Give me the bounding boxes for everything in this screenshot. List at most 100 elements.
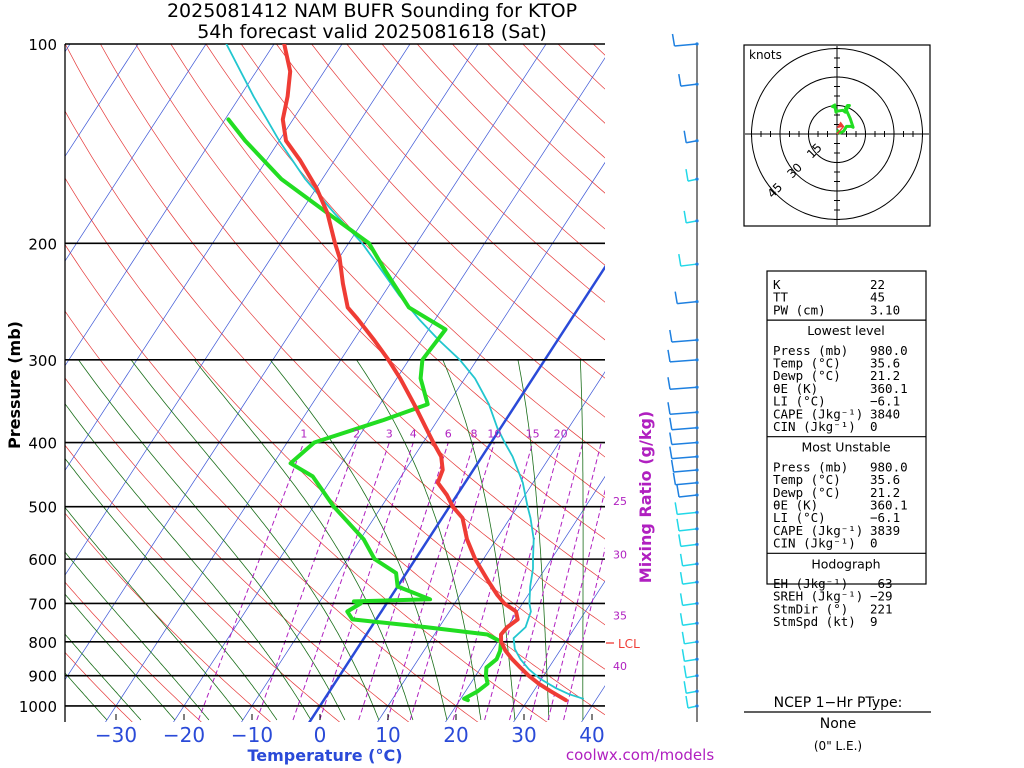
index-label: CAPE (Jkg⁻¹) xyxy=(773,523,863,538)
dry-adiabat xyxy=(452,44,605,194)
wind-barb-dot xyxy=(695,527,699,531)
hodograph-trace-line xyxy=(830,103,855,135)
moist-adiabat xyxy=(65,672,108,721)
index-label: Press (mb) xyxy=(773,459,848,474)
wind-barb-flag xyxy=(679,613,684,626)
index-value: 360.1 xyxy=(870,381,908,396)
wind-barb-shaft xyxy=(684,641,698,645)
ptype-box: NCEP 1−Hr PType: None (0" L.E.) xyxy=(744,695,931,753)
isotherm xyxy=(65,44,275,367)
wind-barb-shaft xyxy=(686,220,698,224)
index-label: Temp (°C) xyxy=(773,472,841,487)
wind-barb-dot xyxy=(695,426,699,430)
ptype-header: NCEP 1−Hr PType: xyxy=(774,695,903,711)
pressure-tick-label: 800 xyxy=(28,634,57,652)
mixing-ratio-label: 4 xyxy=(410,428,417,441)
wind-barb-flag xyxy=(685,695,689,709)
dry-adiabat xyxy=(416,44,605,230)
wind-barb-flag xyxy=(669,417,673,430)
temperature-tick-label: 20 xyxy=(443,723,468,747)
index-value: 35.6 xyxy=(870,356,900,371)
dry-adiabat xyxy=(1016,44,1024,723)
ptype-value: None xyxy=(820,716,857,732)
hodograph-trace xyxy=(830,103,855,135)
wind-barb-dot xyxy=(695,139,699,143)
dry-adiabat xyxy=(65,581,202,722)
moist-adiabat xyxy=(442,359,516,721)
index-label: StmDir (°) xyxy=(773,601,848,616)
wind-barb-shaft xyxy=(675,481,698,486)
wind-barb-dot xyxy=(695,454,699,459)
wind-barb-flag xyxy=(681,631,686,644)
mixing-ratio-line xyxy=(319,442,414,721)
index-label: CIN (Jkg⁻¹) xyxy=(773,419,856,434)
mixing-ratio-line xyxy=(256,442,358,721)
index-label: Press (mb) xyxy=(773,343,848,358)
wind-barb-shaft xyxy=(682,622,698,627)
wind-barb-shaft xyxy=(682,581,698,585)
mixing-ratio-line xyxy=(197,442,305,721)
wind-barb-shaft xyxy=(669,411,698,416)
indices-section-header: Hodograph xyxy=(811,556,880,571)
dry-adiabat xyxy=(100,44,605,582)
indices-section-header: Most Unstable xyxy=(801,440,890,455)
wind-barb-dot xyxy=(695,562,699,566)
dry-adiabat xyxy=(65,110,605,670)
ptype-note: (0" L.E.) xyxy=(814,739,862,753)
moist-adiabat xyxy=(65,551,210,721)
mixing-ratio-labels: 1 2 3 4 6 8 10 15 20 25 30 35 40 xyxy=(300,428,627,673)
temperature-tick-label: −10 xyxy=(231,723,273,747)
moist-adiabat xyxy=(65,593,176,721)
wind-barb-flag xyxy=(679,593,684,606)
mixing-ratio-label: 30 xyxy=(613,548,627,561)
dry-adiabat xyxy=(276,44,605,379)
mixing-ratio-label: 35 xyxy=(613,609,627,622)
pressure-tick-label: 300 xyxy=(28,352,57,370)
isotherm xyxy=(65,44,207,262)
wind-barb-shaft xyxy=(671,427,698,431)
wind-barb-dot xyxy=(695,440,699,445)
moist-adiabat xyxy=(65,633,142,721)
dry-adiabat xyxy=(205,44,605,458)
background-lines xyxy=(65,44,1024,723)
index-value: 22 xyxy=(870,277,885,292)
isotherm xyxy=(513,580,605,722)
index-value: 3.10 xyxy=(870,302,900,317)
mixing-ratio-label: 20 xyxy=(554,428,568,441)
dry-adiabat xyxy=(65,512,271,722)
index-value: 221 xyxy=(870,601,893,616)
index-label: θE (K) xyxy=(773,498,818,513)
dry-adiabat xyxy=(170,44,605,498)
isotherm xyxy=(445,475,605,722)
index-label: Dewp (°C) xyxy=(773,485,841,500)
mixing-ratio-axis-label: Mixing Ratio (g/kg) xyxy=(636,411,655,583)
temperature-tick-label: −20 xyxy=(163,723,205,747)
wind-barb-flag xyxy=(667,402,671,415)
wind-barb-shaft xyxy=(686,690,698,694)
wind-barb-flag xyxy=(685,168,689,182)
mixing-ratio-label: 15 xyxy=(526,428,540,441)
wind-barb-dot xyxy=(695,385,699,389)
index-label: StmSpd (kt) xyxy=(773,614,856,629)
indices-table: K 22 TT 45 PW (cm) 3.10 Lowest level Press (mb)… xyxy=(766,270,927,629)
temperature-tick-labels: −30 −20 −10 0 10 20 30 40 xyxy=(95,713,605,747)
moist-adiabat xyxy=(130,359,380,721)
wind-barb-dot xyxy=(695,621,699,625)
temperature-tick-label: 10 xyxy=(375,723,400,747)
wind-barb-dot xyxy=(695,689,699,693)
mixing-ratio-line xyxy=(386,442,475,721)
wind-barb-flag xyxy=(676,484,680,498)
isotherm xyxy=(65,44,343,472)
pressure-tick-label: 700 xyxy=(28,595,57,613)
moist-adiabat xyxy=(193,359,414,721)
temperature-tick-label: 30 xyxy=(511,723,536,747)
wind-barb-flag xyxy=(683,210,687,223)
wind-barb-shaft xyxy=(669,359,698,363)
index-label: K xyxy=(773,277,781,292)
mixing-ratio-label: 8 xyxy=(470,428,477,441)
index-label: TT xyxy=(773,290,789,305)
mixing-ratio-label: 3 xyxy=(386,428,393,441)
